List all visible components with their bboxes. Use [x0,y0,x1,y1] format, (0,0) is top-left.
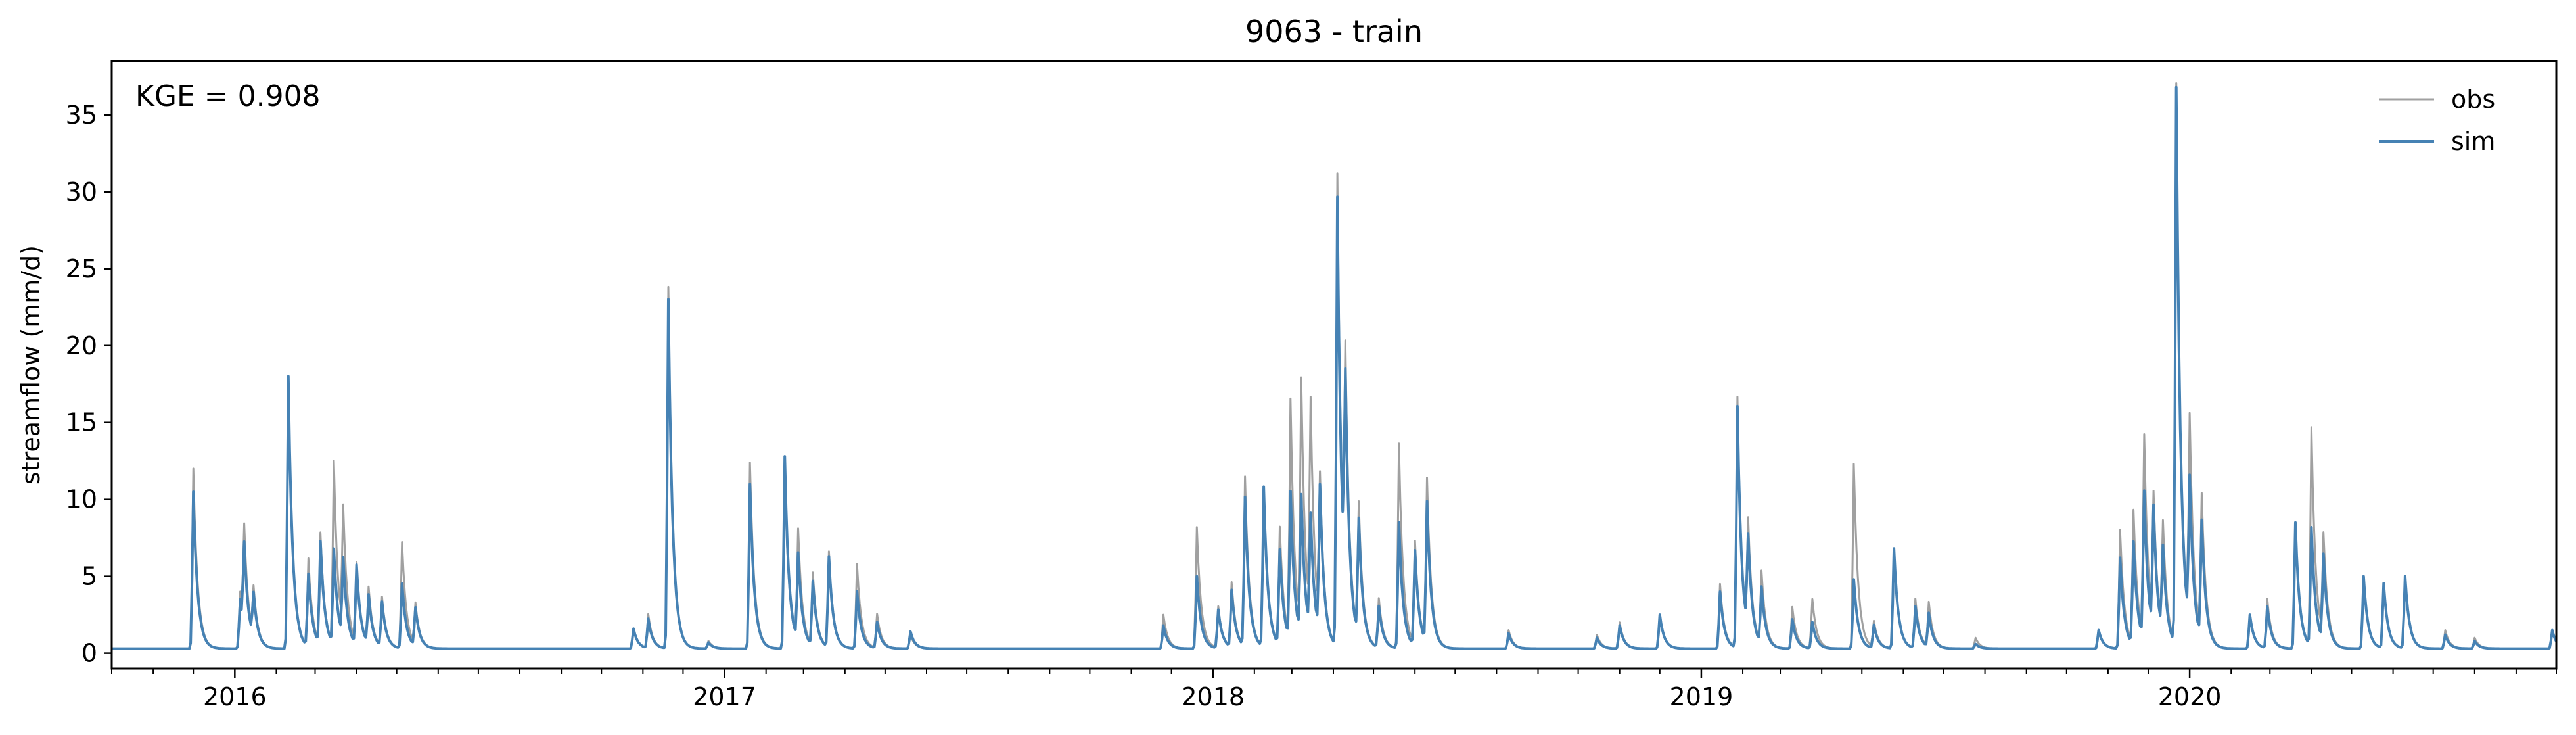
legend-label-sim: sim [2451,127,2495,156]
x-tick-label: 2017 [693,682,756,711]
y-axis-label: streamflow (mm/d) [16,245,45,485]
y-tick-label: 5 [81,562,97,591]
y-tick-label: 10 [66,485,97,514]
y-axis: 0 5 10 15 20 25 30 35 [66,101,112,668]
y-tick-label: 35 [66,101,97,130]
plot-frame [110,60,2558,670]
chart-title: 9063 - train [1245,14,1423,49]
y-tick-label: 20 [66,331,97,360]
x-tick-label: 2020 [2158,682,2222,711]
legend: obs sim [2379,85,2495,156]
y-tick-label: 0 [81,639,97,668]
y-tick-label: 25 [66,254,97,283]
x-axis: 2016 2017 2018 2019 2020 [111,669,2557,711]
legend-label-obs: obs [2451,85,2495,114]
series-line-sim [112,85,2556,650]
series-layer [112,82,2556,650]
x-tick-label: 2019 [1670,682,1734,711]
y-tick-label: 30 [66,178,97,206]
x-tick-label: 2016 [203,682,267,711]
kge-annotation: KGE = 0.908 [135,80,321,113]
y-tick-label: 15 [66,408,97,437]
x-tick-label: 2018 [1181,682,1245,711]
